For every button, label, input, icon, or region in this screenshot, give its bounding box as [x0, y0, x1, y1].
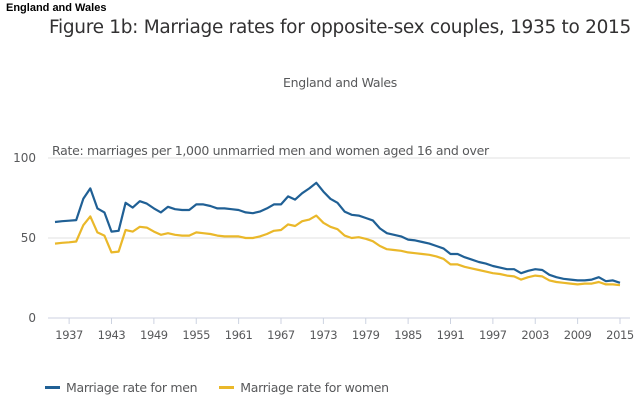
series-lines — [54, 181, 621, 287]
y-axis-label: Rate: marriages per 1,000 unmarried men … — [52, 143, 490, 158]
legend-label-men: Marriage rate for men — [66, 380, 198, 395]
x-tick-label: 1955 — [182, 328, 210, 342]
y-tick-label: 50 — [21, 231, 36, 245]
page-header: England and Wales — [6, 2, 107, 14]
y-tick-label: 0 — [28, 311, 36, 325]
legend-swatch-women — [219, 386, 235, 389]
x-tick-label: 1943 — [98, 328, 126, 342]
x-tick-label: 1997 — [479, 328, 507, 342]
x-tick-label: 1937 — [55, 328, 83, 342]
series-line-women — [54, 214, 621, 287]
x-tick-label: 1985 — [394, 328, 422, 342]
x-tick-label: 1949 — [140, 328, 168, 342]
gridlines — [48, 157, 630, 239]
series-line-men — [54, 181, 621, 284]
x-tick-label: 1973 — [310, 328, 338, 342]
chart-title: Figure 1b: Marriage rates for opposite-s… — [49, 17, 631, 38]
legend: Marriage rate for men Marriage rate for … — [45, 380, 389, 395]
x-tick-label: 1967 — [267, 328, 295, 342]
legend-swatch-men — [45, 386, 60, 389]
legend-item-men[interactable]: Marriage rate for men — [45, 380, 198, 395]
legend-item-women[interactable]: Marriage rate for women — [219, 380, 389, 395]
x-tick-label: 2009 — [564, 328, 592, 342]
y-tick-label: 100 — [13, 151, 36, 165]
chart-subtitle: England and Wales — [282, 75, 397, 90]
x-axis: 1937 1943 1949 1955 1961 1967 1973 1979 1985 1991… — [48, 317, 634, 342]
y-axis: 0 50 100 — [13, 151, 36, 325]
legend-label-women: Marriage rate for women — [240, 380, 389, 395]
x-tick-label: 1991 — [437, 328, 465, 342]
x-tick-label: 2015 — [606, 328, 634, 342]
x-tick-label: 1979 — [352, 328, 380, 342]
x-tick-label: 1961 — [225, 328, 253, 342]
x-tick-label: 2003 — [521, 328, 549, 342]
